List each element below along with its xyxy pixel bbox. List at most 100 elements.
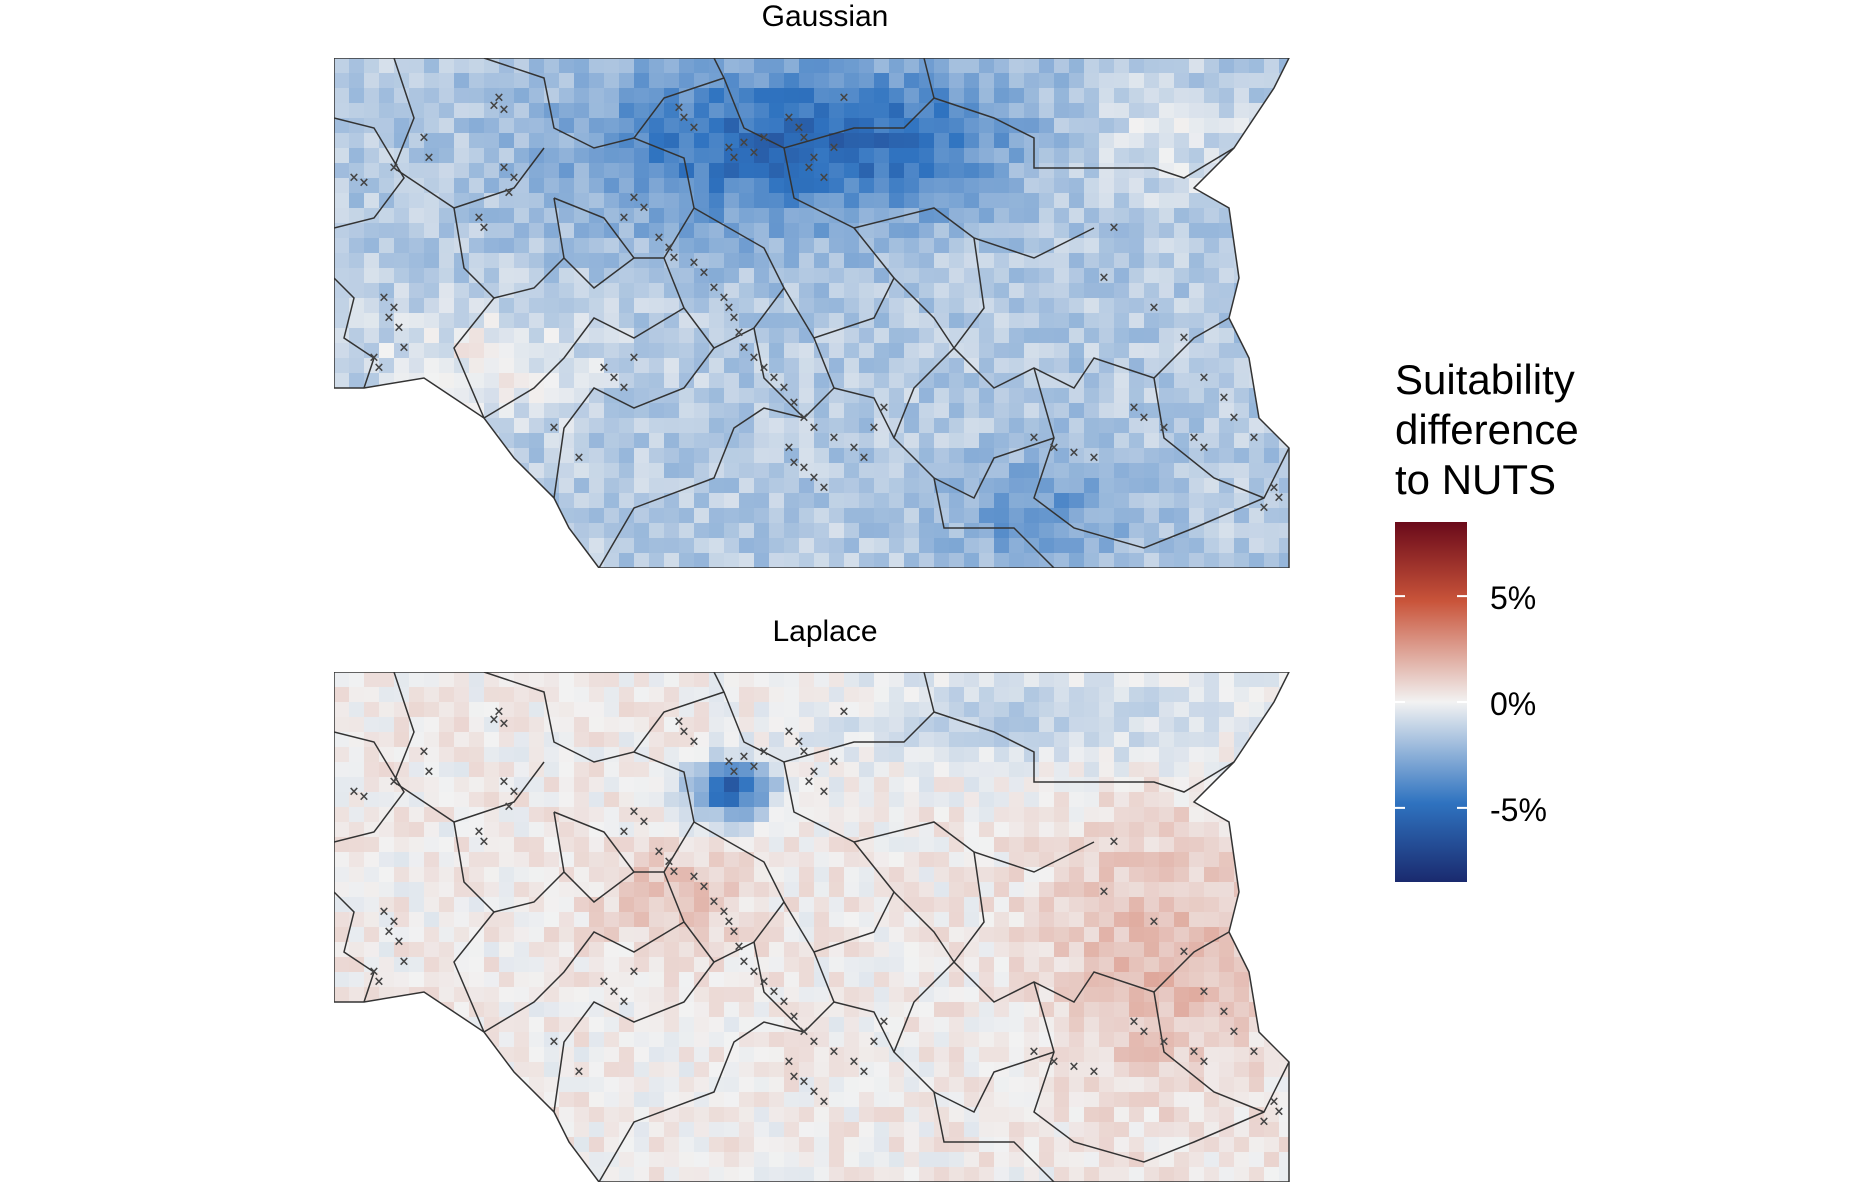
raster-cell <box>1189 193 1204 208</box>
raster-cell <box>859 1152 874 1167</box>
raster-cell <box>364 807 379 822</box>
raster-cell <box>1234 163 1249 178</box>
site-marker: × <box>599 975 610 990</box>
raster-cell <box>1219 927 1234 942</box>
raster-cell <box>844 882 859 897</box>
raster-cell <box>724 957 739 972</box>
raster-cell <box>709 912 724 927</box>
raster-cell <box>379 1107 394 1122</box>
raster-cell <box>439 897 454 912</box>
raster-cell <box>1219 1137 1234 1152</box>
raster-cell <box>724 283 739 298</box>
raster-cell <box>1009 672 1024 687</box>
raster-cell <box>904 313 919 328</box>
raster-cell <box>679 972 694 987</box>
raster-cell <box>349 1077 364 1092</box>
raster-cell <box>1009 208 1024 223</box>
raster-cell <box>379 448 394 463</box>
raster-cell <box>1144 1077 1159 1092</box>
raster-cell <box>454 133 469 148</box>
raster-cell <box>1114 927 1129 942</box>
raster-cell <box>1204 208 1219 223</box>
raster-cell <box>439 837 454 852</box>
site-marker: × <box>809 421 820 436</box>
raster-cell <box>484 448 499 463</box>
raster-cell <box>874 433 889 448</box>
raster-cell <box>1129 792 1144 807</box>
raster-cell <box>589 313 604 328</box>
raster-cell <box>844 508 859 523</box>
raster-cell <box>604 388 619 403</box>
raster-cell <box>769 448 784 463</box>
raster-cell <box>424 762 439 777</box>
raster-cell <box>1189 448 1204 463</box>
raster-cell <box>379 1137 394 1152</box>
raster-cell <box>604 433 619 448</box>
raster-cell <box>469 672 484 687</box>
raster-cell <box>1024 508 1039 523</box>
raster-cell <box>529 343 544 358</box>
raster-cell <box>769 747 784 762</box>
raster-cell <box>514 1047 529 1062</box>
raster-cell <box>1174 777 1189 792</box>
raster-cell <box>1294 88 1309 103</box>
raster-cell <box>1054 418 1069 433</box>
raster-cell <box>994 238 1009 253</box>
raster-cell <box>1204 1137 1219 1152</box>
raster-cell <box>364 837 379 852</box>
raster-cell <box>664 313 679 328</box>
raster-cell <box>1069 1167 1084 1182</box>
raster-cell <box>949 388 964 403</box>
raster-cell <box>529 942 544 957</box>
raster-cell <box>964 298 979 313</box>
raster-cell <box>1309 957 1324 972</box>
raster-cell <box>574 523 589 538</box>
raster-cell <box>934 972 949 987</box>
raster-cell <box>1129 672 1144 687</box>
raster-cell <box>619 88 634 103</box>
raster-cell <box>1294 972 1309 987</box>
raster-cell <box>799 957 814 972</box>
raster-cell <box>739 822 754 837</box>
raster-cell <box>979 268 994 283</box>
site-marker: × <box>629 351 640 366</box>
raster-cell <box>724 807 739 822</box>
raster-cell <box>349 433 364 448</box>
raster-cell <box>1129 972 1144 987</box>
raster-cell <box>1234 358 1249 373</box>
raster-cell <box>964 163 979 178</box>
site-marker: × <box>759 361 770 376</box>
raster-cell <box>634 343 649 358</box>
raster-cell <box>379 58 394 73</box>
raster-cell <box>679 717 694 732</box>
raster-cell <box>439 73 454 88</box>
raster-cell <box>1204 822 1219 837</box>
site-marker: × <box>759 745 770 760</box>
raster-cell <box>934 238 949 253</box>
raster-cell <box>1099 1077 1114 1092</box>
raster-cell <box>334 1137 349 1152</box>
raster-cell <box>964 807 979 822</box>
raster-cell <box>469 912 484 927</box>
site-marker: × <box>1099 885 1110 900</box>
raster-cell <box>394 253 409 268</box>
raster-cell <box>664 807 679 822</box>
raster-cell <box>1159 553 1174 568</box>
raster-cell <box>1054 298 1069 313</box>
site-marker: × <box>1099 271 1110 286</box>
raster-cell <box>544 118 559 133</box>
raster-cell <box>589 867 604 882</box>
raster-cell <box>829 1062 844 1077</box>
raster-cell <box>574 133 589 148</box>
raster-cell <box>1234 73 1249 88</box>
raster-cell <box>964 987 979 1002</box>
raster-cell <box>439 777 454 792</box>
raster-cell <box>514 253 529 268</box>
raster-cell <box>769 957 784 972</box>
raster-cell <box>724 163 739 178</box>
raster-cell <box>589 238 604 253</box>
raster-cell <box>859 882 874 897</box>
raster-cell <box>1294 358 1309 373</box>
raster-cell <box>574 777 589 792</box>
raster-cell <box>844 852 859 867</box>
